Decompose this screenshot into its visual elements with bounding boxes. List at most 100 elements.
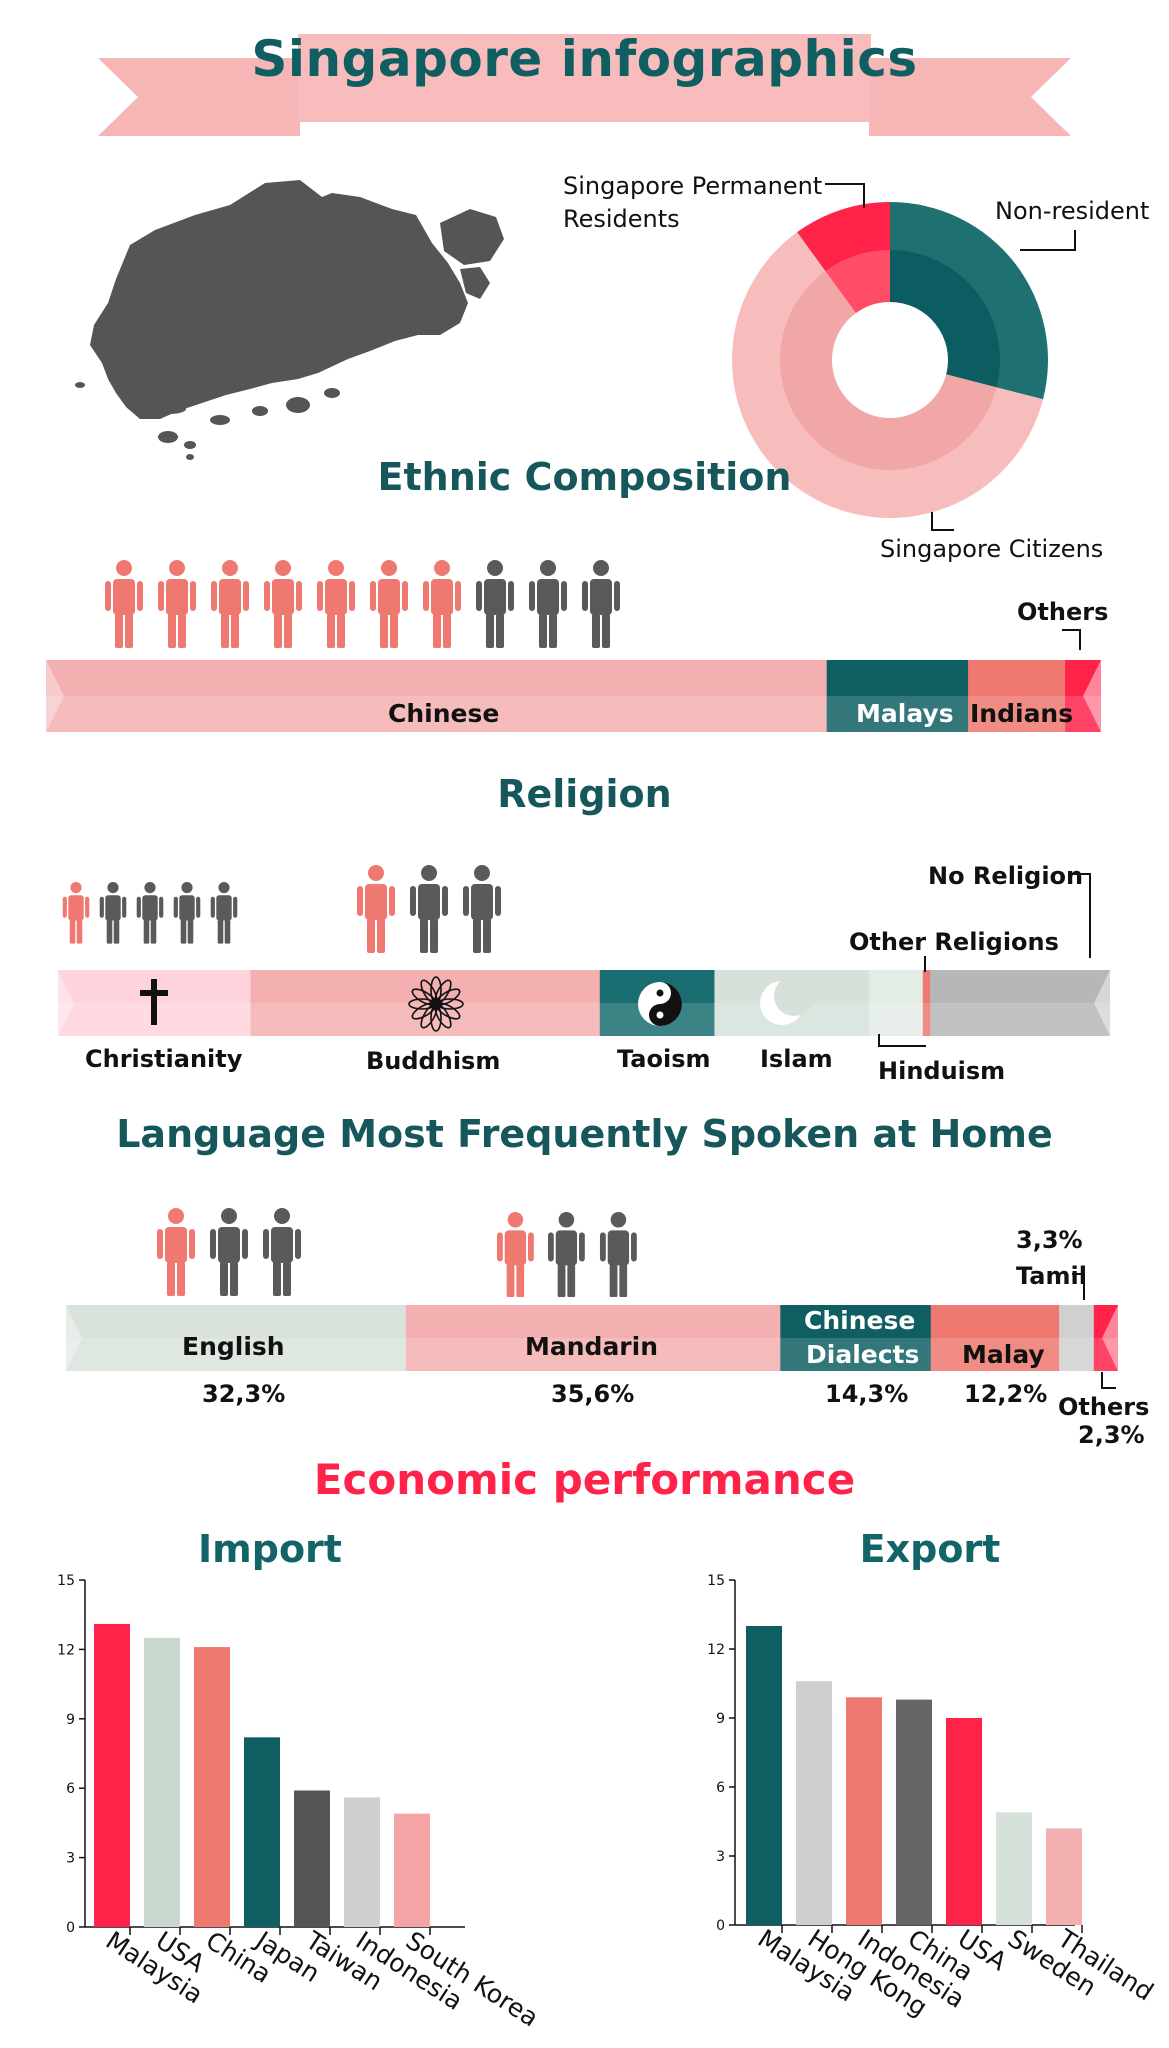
- language-segment-5: [1093, 1305, 1118, 1371]
- ethnic-label-chinese: Chinese: [388, 699, 500, 728]
- citizens-leader: [931, 512, 954, 531]
- import-bar-chart: 03691215MalaysiaUSAChinaJapanTaiwanIndon…: [57, 1573, 543, 2033]
- lotus-icon: [408, 976, 464, 1032]
- religion-segment-6: [930, 970, 1110, 1036]
- person-icon: [357, 865, 395, 953]
- bar-south-korea: [394, 1813, 430, 1927]
- person-icon: [210, 1208, 248, 1296]
- bar-thailand: [1046, 1828, 1082, 1925]
- person-icon: [263, 1208, 301, 1296]
- residency-donut-chart: [732, 202, 1048, 518]
- religion-people-large-row: [356, 865, 515, 953]
- language-label-others: Others: [1058, 1393, 1150, 1421]
- donut-inner-slice-0: [890, 250, 1000, 388]
- bar-china: [896, 1699, 932, 1925]
- religion-label-none: No Religion: [928, 862, 1084, 890]
- religion-label-other: Other Religions: [849, 928, 1059, 956]
- religion-segment-1: [250, 970, 601, 1036]
- ethnic-right-arrow: [1083, 660, 1101, 732]
- export-chart-title: Export: [859, 1527, 1001, 1571]
- ethnic-label-malays: Malays: [856, 699, 954, 728]
- tamil-leader: [1072, 1273, 1085, 1300]
- person-icon: [548, 1212, 586, 1298]
- donut-inner-slice-1: [780, 271, 997, 470]
- bar-sweden: [996, 1812, 1032, 1925]
- person-icon: [463, 865, 501, 953]
- y-tick-label: 15: [707, 1573, 725, 1589]
- import-chart-title: Import: [198, 1527, 342, 1571]
- person-icon: [496, 1212, 534, 1298]
- bar-indonesia: [846, 1697, 882, 1925]
- banner-right-tail: [869, 58, 1071, 136]
- language-label-malay: Malay: [962, 1340, 1045, 1369]
- person-icon: [370, 560, 408, 648]
- person-icon: [599, 1212, 637, 1298]
- person-icon: [529, 560, 567, 648]
- ethnic-people-row: [104, 560, 634, 648]
- ethnic-left-arrow: [46, 660, 64, 732]
- donut-inner-slice-2: [825, 250, 890, 314]
- religion-label-hinduism: Hinduism: [878, 1057, 1006, 1085]
- language-segment-1: [405, 1305, 781, 1371]
- ethnic-label-indians: Indians: [970, 699, 1074, 728]
- y-tick-label: 9: [716, 1711, 725, 1727]
- religion-label-buddhism: Buddhism: [366, 1047, 501, 1075]
- banner-center: [298, 34, 871, 122]
- language-label-tamil: Tamil: [1016, 1262, 1087, 1290]
- ethnic-label-others: Others: [1017, 598, 1109, 626]
- person-icon: [211, 560, 249, 648]
- ethnic-others-leader: [1062, 629, 1081, 650]
- y-tick-label: 12: [707, 1642, 725, 1658]
- non-resident-label: Non-resident: [995, 197, 1150, 225]
- bar-usa: [144, 1637, 180, 1927]
- language-label-english: English: [182, 1332, 285, 1361]
- y-tick-label: 9: [66, 1712, 75, 1728]
- person-icon: [173, 882, 201, 944]
- y-tick-label: 3: [716, 1849, 725, 1865]
- language-bar: [66, 1305, 1118, 1371]
- person-icon: [264, 560, 302, 648]
- permanent-residents-leader: [825, 183, 865, 208]
- language-label-chinese-2: Dialects: [806, 1340, 920, 1369]
- donut-outer-slice-1: [732, 232, 1044, 518]
- citizens-label: Singapore Citizens: [880, 535, 1104, 563]
- language-people-row-2: [496, 1212, 650, 1298]
- language-others-leader: [1101, 1372, 1116, 1389]
- person-icon: [157, 1208, 195, 1296]
- language-pct-mandarin: 35,6%: [551, 1380, 635, 1408]
- language-people-row-1: [156, 1208, 315, 1296]
- religion-bar: [58, 970, 1110, 1036]
- bar-indonesia: [344, 1797, 380, 1927]
- ethnic-segment-0: [46, 660, 828, 732]
- religion-left-arrow: [58, 970, 74, 1036]
- person-icon: [62, 882, 90, 944]
- bar-malaysia: [94, 1623, 130, 1927]
- bar-china: [194, 1647, 230, 1927]
- language-pct-chinese-dialects: 14,3%: [825, 1380, 909, 1408]
- bar-hong-kong: [796, 1681, 832, 1925]
- y-tick-label: 0: [716, 1918, 725, 1934]
- person-icon: [99, 882, 127, 944]
- language-pct-english: 32,3%: [202, 1380, 286, 1408]
- language-label-mandarin: Mandarin: [525, 1332, 659, 1361]
- person-icon: [317, 560, 355, 648]
- language-pct-malay: 12,2%: [964, 1380, 1048, 1408]
- ethnic-segment-1: [826, 660, 969, 732]
- y-tick-label: 6: [66, 1781, 75, 1797]
- ethnic-segment-2: [968, 660, 1066, 732]
- yin-yang-icon: [638, 982, 682, 1026]
- hinduism-leader: [878, 1034, 926, 1047]
- page-title: Singapore infographics: [251, 30, 918, 88]
- language-pct-others: 2,3%: [1078, 1421, 1145, 1449]
- bar-taiwan: [294, 1790, 330, 1927]
- religion-label-christianity: Christianity: [85, 1045, 243, 1073]
- person-icon: [158, 560, 196, 648]
- banner-left-tail: [98, 58, 300, 136]
- y-tick-label: 12: [57, 1642, 75, 1658]
- religion-title: Religion: [497, 772, 672, 816]
- economy-title: Economic performance: [313, 1455, 856, 1504]
- person-icon: [211, 882, 238, 944]
- religion-right-arrow: [1094, 970, 1110, 1036]
- language-segment-3: [930, 1305, 1060, 1371]
